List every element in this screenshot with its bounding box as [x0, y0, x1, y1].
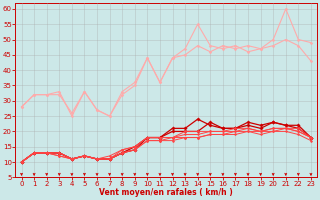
X-axis label: Vent moyen/en rafales ( km/h ): Vent moyen/en rafales ( km/h ) [100, 188, 233, 197]
